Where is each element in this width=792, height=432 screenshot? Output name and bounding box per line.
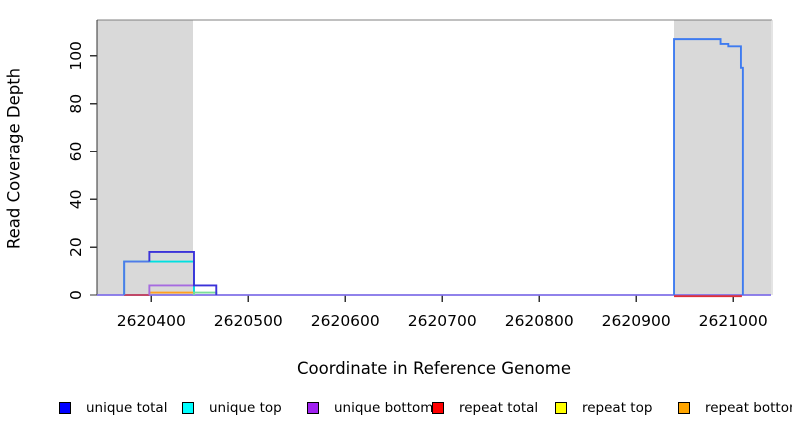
legend-label: repeat top [582, 400, 653, 416]
x-tick-label: 2620400 [117, 312, 186, 330]
unique-total-step-line [673, 38, 744, 295]
y-tick-label: 60 [67, 142, 85, 162]
legend-label: unique top [209, 400, 282, 416]
legend-item-unique-total: unique total [59, 398, 167, 418]
unique-total-step-line [123, 260, 150, 295]
x-tick-label: 2620500 [214, 312, 283, 330]
legend-swatch-icon [432, 402, 444, 414]
legend-swatch-icon [307, 402, 319, 414]
x-tick-label: 2620700 [408, 312, 477, 330]
legend-item-repeat-total: repeat total [432, 398, 538, 418]
shaded-region [674, 20, 771, 295]
y-tick-label: 0 [67, 290, 85, 300]
legend-swatch-icon [555, 402, 567, 414]
legend-item-unique-bottom: unique bottom [307, 398, 433, 418]
shaded-region [97, 20, 194, 295]
legend-label: repeat total [459, 400, 539, 416]
y-tick-label: 40 [67, 189, 85, 209]
y-tick-label: 100 [67, 41, 85, 71]
unique-total-step-line [148, 251, 218, 295]
legend: unique total unique top unique bottom repea… [0, 398, 792, 422]
legend-item-unique-top: unique top [182, 398, 282, 418]
x-tick-label: 2621000 [699, 312, 768, 330]
x-tick-label: 2620800 [505, 312, 574, 330]
legend-swatch-icon [678, 402, 690, 414]
x-tick-label: 2620600 [311, 312, 380, 330]
y-axis-title: Read Coverage Depth [4, 67, 24, 250]
x-tick-label: 2620900 [602, 312, 671, 330]
x-axis-title: Coordinate in Reference Genome [296, 359, 572, 378]
y-tick-label: 20 [67, 237, 85, 257]
legend-swatch-icon [182, 402, 194, 414]
legend-item-repeat-top: repeat top [555, 398, 652, 418]
legend-swatch-icon [59, 402, 71, 414]
legend-item-repeat-bottom: repeat bottom [678, 398, 792, 418]
legend-label: repeat bottom [705, 400, 792, 416]
y-tick-label: 80 [67, 94, 85, 114]
legend-label: unique bottom [334, 400, 434, 416]
legend-label: unique total [86, 400, 168, 416]
